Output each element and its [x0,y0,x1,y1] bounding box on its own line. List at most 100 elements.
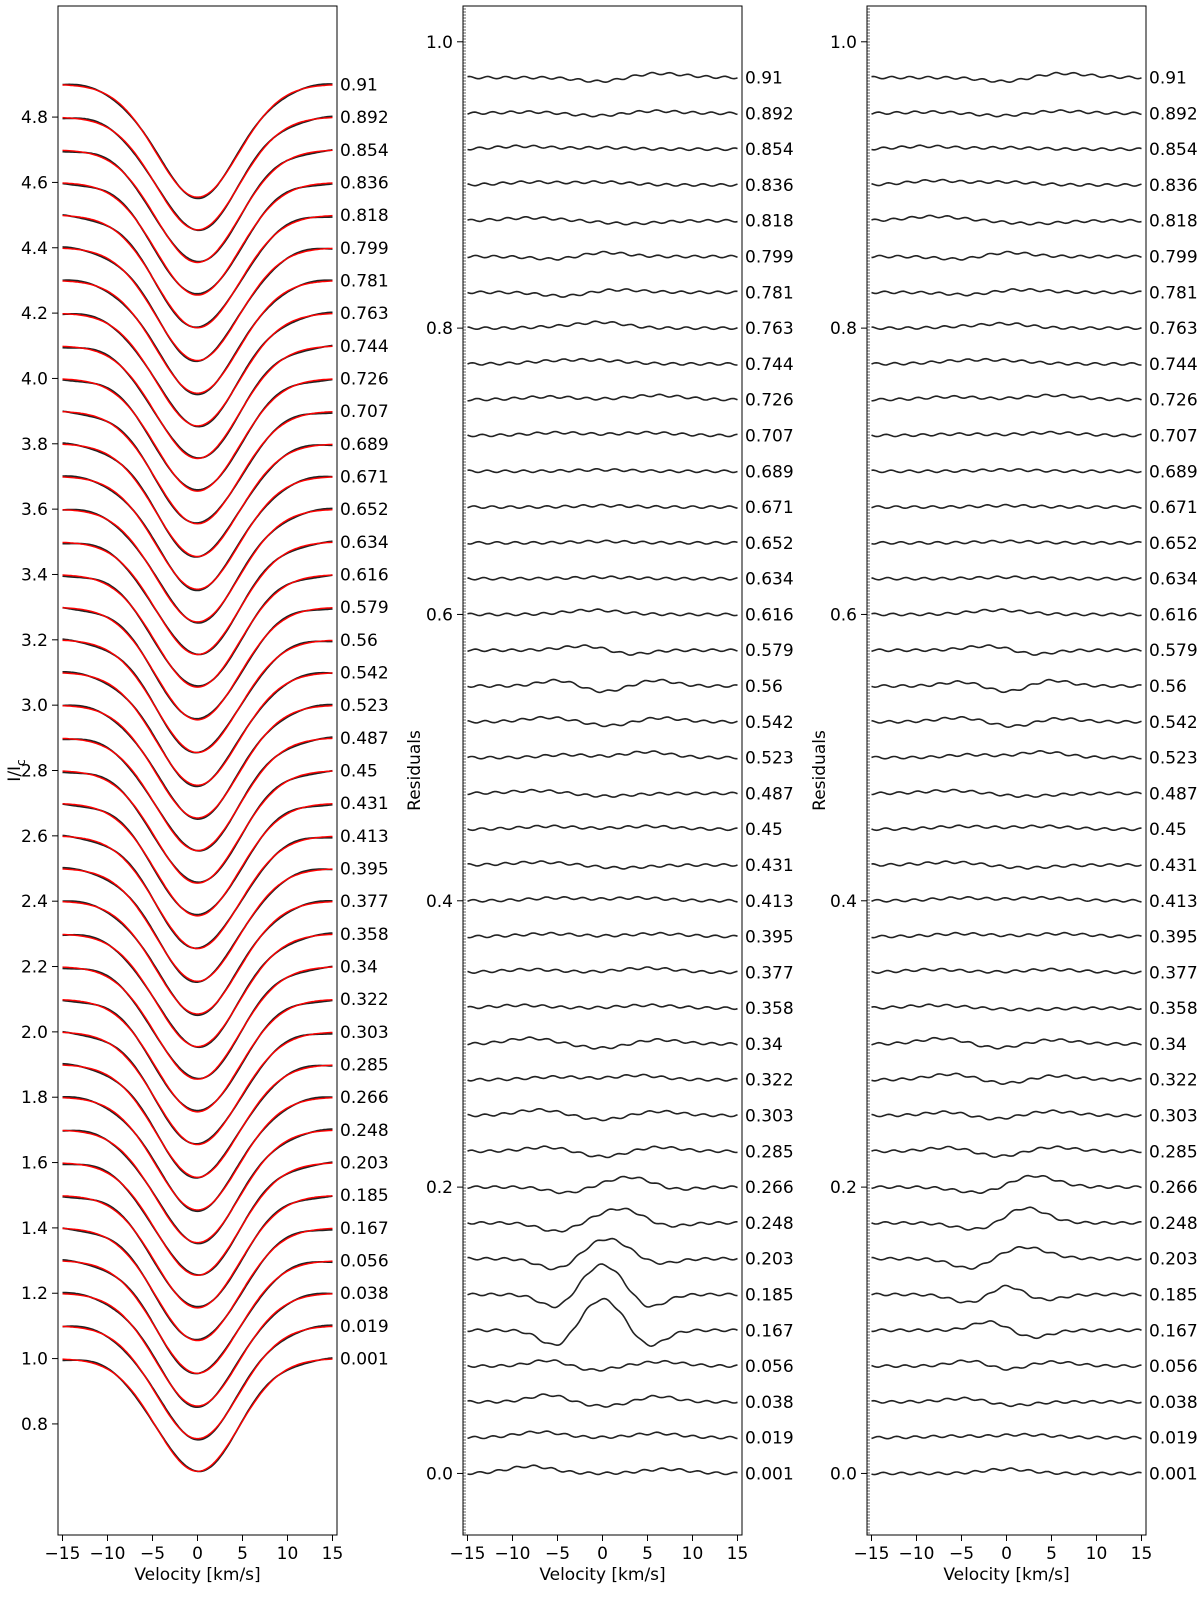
phase-label: 0.322 [340,990,389,1010]
x-tick-label: −5 [949,1544,974,1564]
phase-label: 0.303 [745,1107,794,1127]
phase-label: 0.413 [340,827,389,847]
residual-line [467,250,738,261]
phase-label: 0.818 [745,212,794,232]
residual-line [871,430,1142,438]
model-profile-line [62,84,333,198]
residual-line [467,575,738,581]
residual-line [467,144,738,152]
observed-profile-line [62,475,333,592]
phase-label: 0.542 [340,663,389,683]
residual-line [467,1359,738,1372]
phase-label: 0.799 [745,248,794,268]
observed-profile-line [62,1096,333,1213]
model-profile-line [62,476,333,590]
phase-label: 0.671 [745,498,794,518]
residual-line [871,214,1142,226]
y-tick-label: 0.8 [426,319,453,339]
phase-label: 0.413 [1149,892,1198,912]
y-tick-label: 1.0 [426,33,453,53]
x-tick-label: −10 [495,1544,531,1564]
panel-line-profiles: −15 −10 −5 0 5 10 15 Velocity [km/s] 0.8 1.0 1.2 1.… [5,5,389,1585]
phase-label: 0.377 [1149,963,1198,983]
residual-line [467,644,738,656]
residual-line [871,1072,1142,1086]
phase-label: 0.45 [745,820,783,840]
observed-profile-line [62,378,333,491]
phase-label: 0.056 [1149,1357,1198,1377]
y-tick-label: 4.8 [21,108,48,128]
y-tick-label: 0.6 [426,605,453,625]
phase-label: 0.818 [1149,212,1198,232]
phase-label: 0.019 [745,1429,794,1449]
x-tick-label: 10 [1086,1544,1108,1564]
residual-line [871,644,1142,656]
x-tick-label: 0 [597,1544,608,1564]
phase-label: 0.781 [340,271,389,291]
x-tick-label: −15 [45,1544,81,1564]
model-profile-line [62,672,333,786]
x-tick-label: 15 [727,1544,749,1564]
phase-label: 0.248 [340,1121,389,1141]
x-tick-label: 10 [277,1544,299,1564]
phase-label: 0.001 [745,1464,794,1484]
phase-label: 0.652 [340,500,389,520]
residual-line [871,1359,1142,1371]
observed-profile-line [62,344,333,459]
y-tick-label: 0.2 [830,1178,857,1198]
phase-label: 0.395 [745,928,794,948]
observed-profile-line [62,1324,333,1441]
x-tick-label: −10 [90,1544,126,1564]
residual-line [467,608,738,617]
phase-label: 0.431 [745,856,794,876]
phase-label: 0.634 [1149,570,1198,590]
residual-line [871,860,1142,870]
plot-frame [57,5,338,1536]
y-axis-label: I/Ic [5,759,28,781]
model-profile-line [62,1162,333,1277]
observed-profile-line [62,83,333,200]
residual-line [871,71,1142,84]
phase-label: 0.45 [1149,820,1187,840]
observed-profile-line [62,574,333,687]
phase-label: 0.726 [340,369,389,389]
residual-line [467,750,738,760]
residual-line [467,1297,738,1348]
phase-label: 0.038 [745,1393,794,1413]
plot-frame [866,5,1147,1536]
residual-line [467,1207,738,1233]
residual-line [467,1430,738,1440]
model-profile-line [62,1031,333,1146]
residual-line [871,608,1142,617]
phase-label: 0.377 [745,963,794,983]
y-tick-label: 1.0 [830,33,857,53]
phase-label: 0.744 [340,337,389,357]
observed-profile-line [62,214,333,329]
model-profile-line [62,443,333,558]
phase-label: 0.616 [745,605,794,625]
residual-line [467,393,738,402]
phase-label: 0.377 [340,892,389,912]
residual-line [871,575,1142,581]
plot-frame [462,5,743,1536]
phase-label: 0.836 [745,176,794,196]
phase-label: 0.185 [1149,1285,1198,1305]
residual-line [467,788,738,798]
phase-label: 0.892 [745,104,794,124]
model-profile-line [62,966,333,1080]
model-profile-line [62,116,333,231]
phase-label: 0.818 [340,206,389,226]
phase-label: 0.579 [745,641,794,661]
y-tick-label: 1.6 [21,1154,48,1174]
residual-line [871,1246,1142,1270]
model-profile-line [62,803,333,917]
model-profile-line [62,378,333,492]
phase-label: 0.019 [1149,1429,1198,1449]
residual-line [467,320,738,331]
y-tick-label: 0.8 [830,319,857,339]
observed-profile-line [62,148,333,263]
observed-profile-line [62,1030,333,1145]
residual-line [871,1320,1142,1340]
model-profile-line [62,933,333,1048]
